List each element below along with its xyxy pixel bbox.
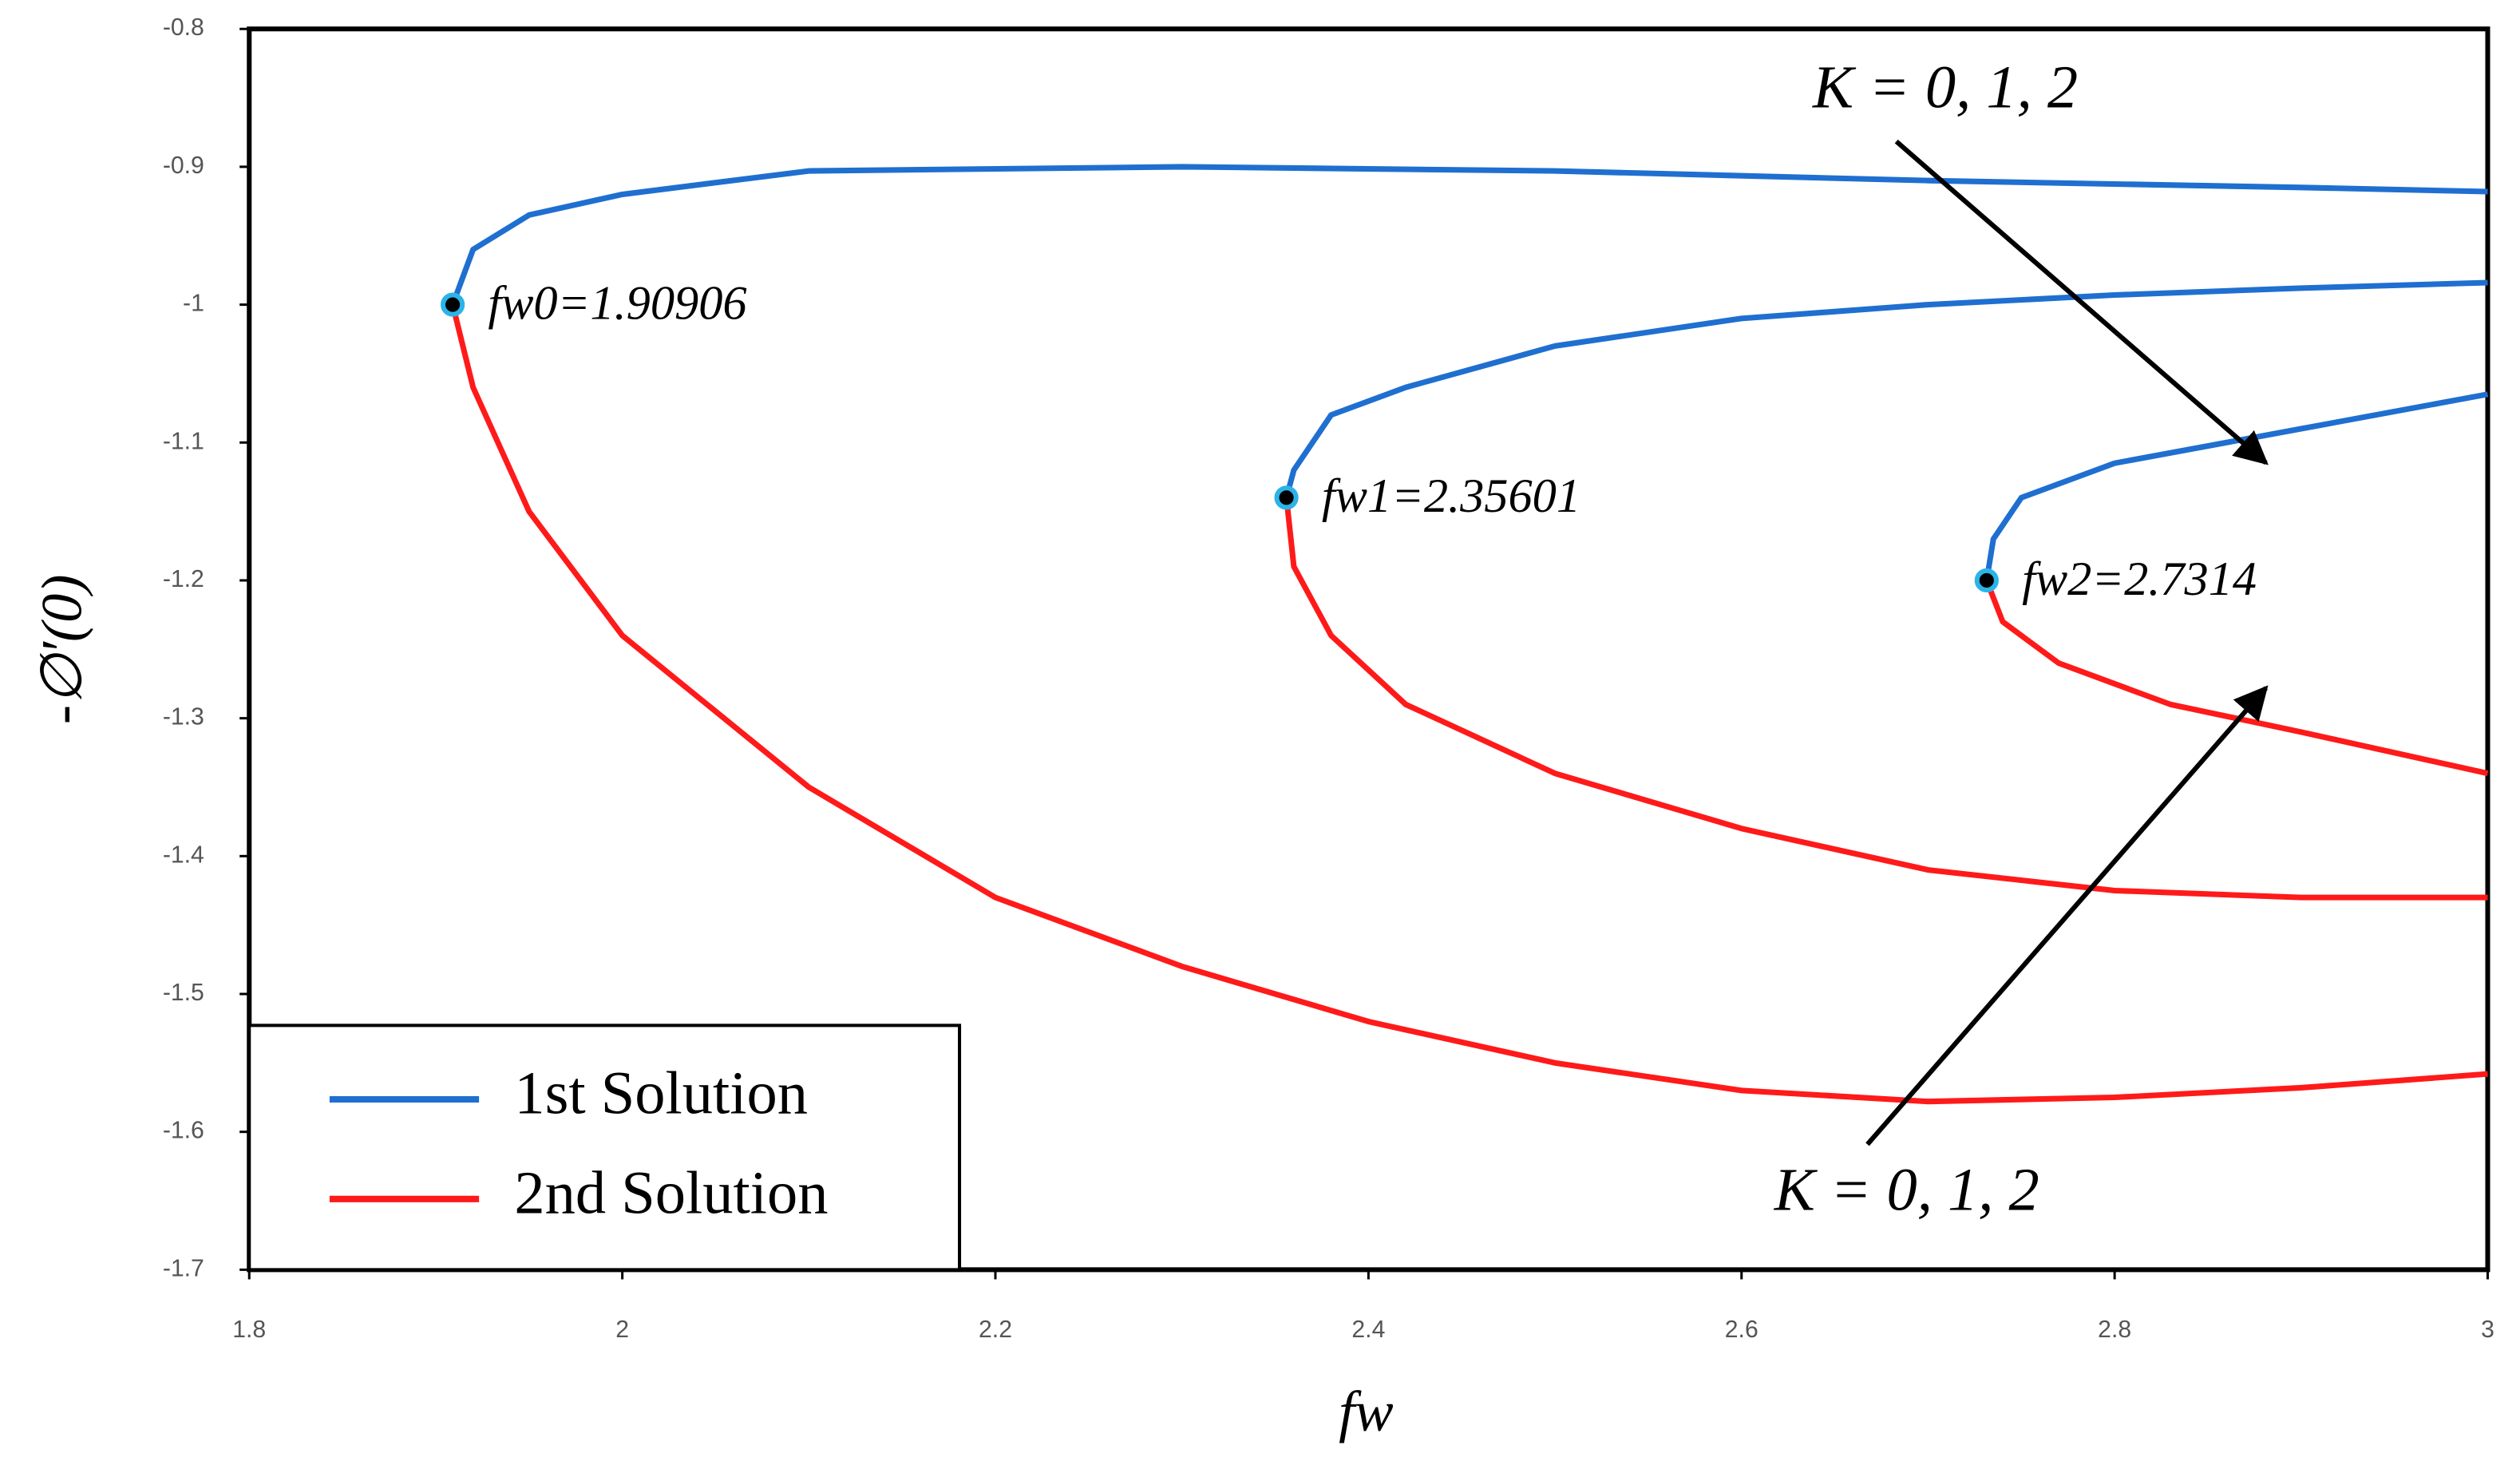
x-tick-label: 2.4 [1351, 1317, 1385, 1343]
x-tick-label: 3 [2481, 1317, 2494, 1343]
annotation: K = 0, 1, 2 [1774, 1155, 2039, 1223]
point-label: fw1=2.35601 [1322, 469, 1580, 523]
y-tick-label: -1.5 [163, 980, 204, 1006]
y-tick-label: -1.7 [163, 1255, 204, 1281]
point-label: fw2=2.7314 [2022, 552, 2257, 606]
legend [247, 1024, 962, 1272]
legend-label: 1st Solution [514, 1059, 808, 1127]
annotation: K = 0, 1, 2 [1812, 53, 2078, 121]
series-line [449, 164, 2489, 581]
y-tick-label: -1.3 [163, 704, 204, 731]
y-tick-label: -0.8 [163, 14, 204, 41]
y-tick-label: -1.1 [163, 428, 204, 454]
x-tick-label: 2.6 [1725, 1317, 1758, 1343]
point-marker [441, 292, 465, 317]
arrow [1865, 685, 2269, 1146]
y-tick-label: -1.2 [163, 566, 204, 592]
arrow [1894, 139, 2269, 465]
x-tick-label: 2 [615, 1317, 629, 1343]
point-label: fw0=1.90906 [488, 276, 746, 330]
y-tick-label: -1 [183, 291, 204, 317]
x-tick-label: 2.2 [979, 1317, 1012, 1343]
series-line [449, 303, 2489, 1105]
point-marker [1974, 568, 1999, 593]
x-tick-label: 1.8 [232, 1317, 266, 1343]
legend-label: 2nd Solution [514, 1158, 828, 1226]
x-axis-label: fw [1339, 1379, 1393, 1443]
y-tick-label: -1.4 [163, 841, 204, 868]
y-tick-label: -0.9 [163, 152, 204, 179]
y-axis-label: -∅′(0) [29, 574, 93, 724]
x-tick-label: 2.8 [2098, 1317, 2131, 1343]
y-tick-label: -1.6 [163, 1118, 204, 1144]
point-marker [1274, 485, 1299, 510]
